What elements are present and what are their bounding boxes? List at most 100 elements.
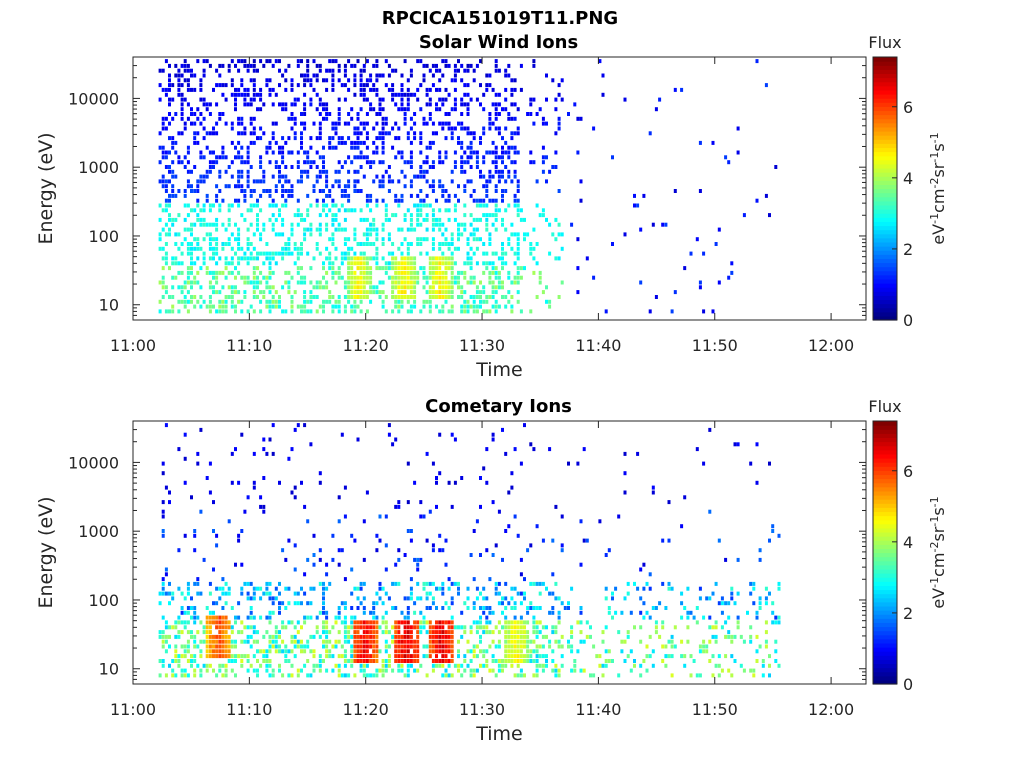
spectrogram-cell (397, 649, 401, 654)
spectrogram-cell (510, 160, 514, 165)
spectrogram-cell (513, 615, 517, 620)
spectrogram-cell (626, 581, 630, 586)
spectrogram-cell (444, 299, 448, 304)
spectrogram-cell (230, 295, 234, 299)
spectrogram-cell (190, 232, 193, 237)
colorbar-segment (873, 143, 897, 149)
spectrogram-cell (384, 514, 388, 519)
spectrogram-cell (168, 165, 171, 169)
spectrogram-cell (296, 673, 300, 678)
spectrogram-cell (240, 189, 244, 193)
spectrogram-cell (227, 217, 231, 222)
spectrogram-cell (601, 663, 605, 668)
spectrogram-cell (397, 504, 401, 509)
spectrogram-cell (664, 654, 668, 659)
spectrogram-cell (180, 591, 184, 596)
spectrogram-cell (394, 620, 398, 625)
spectrogram-cell (208, 208, 212, 213)
spectrogram-cell (570, 222, 574, 227)
spectrogram-cell (196, 299, 200, 304)
spectrogram-cell (516, 280, 520, 285)
spectrogram-cell (504, 107, 508, 112)
spectrogram-cell (447, 63, 451, 68)
spectrogram-cell (372, 290, 376, 295)
spectrogram-cell (510, 116, 514, 121)
spectrogram-cell (372, 285, 376, 290)
spectrogram-cell (246, 227, 250, 232)
spectrogram-cell (419, 237, 423, 242)
spectrogram-cell (466, 160, 470, 165)
spectrogram-cell (190, 73, 193, 78)
spectrogram-cell (249, 97, 253, 102)
spectrogram-cell (529, 543, 533, 548)
spectrogram-cell (394, 606, 398, 610)
spectrogram-cell (384, 620, 388, 625)
spectrogram-cell (208, 649, 212, 654)
spectrogram-cell (337, 295, 341, 299)
spectrogram-cell (331, 73, 335, 78)
spectrogram-cell (642, 615, 646, 620)
spectrogram-cell (212, 150, 215, 155)
spectrogram-cell (394, 155, 398, 160)
spectrogram-cell (482, 309, 486, 314)
spectrogram-cell (372, 649, 376, 654)
spectrogram-cell (413, 654, 417, 659)
spectrogram-cell (387, 423, 391, 428)
spectrogram-cell (642, 659, 646, 663)
spectrogram-cell (347, 112, 351, 116)
spectrogram-cell (551, 630, 555, 635)
spectrogram-cell (607, 659, 611, 663)
spectrogram-cell (186, 673, 190, 678)
spectrogram-cell (554, 237, 558, 242)
spectrogram-cell (331, 557, 335, 562)
spectrogram-cell (397, 299, 401, 304)
spectrogram-cell (406, 227, 410, 232)
spectrogram-cell (334, 203, 338, 208)
spectrogram-cell (359, 625, 363, 630)
spectrogram-cell (343, 208, 347, 213)
spectrogram-cell (183, 59, 187, 64)
spectrogram-cell (394, 256, 398, 261)
spectrogram-cell (651, 606, 655, 610)
spectrogram-cell (362, 644, 366, 649)
spectrogram-cell (497, 668, 501, 673)
spectrogram-cell (431, 246, 435, 251)
spectrogram-cell (479, 290, 482, 295)
spectrogram-cell (278, 68, 281, 73)
spectrogram-cell (491, 659, 495, 663)
spectrogram-cell (325, 78, 329, 83)
spectrogram-cell (212, 290, 215, 295)
spectrogram-cell (758, 644, 762, 649)
spectrogram-cell (243, 275, 247, 280)
spectrogram-cell (303, 78, 307, 83)
spectrogram-cell (507, 659, 511, 663)
spectrogram-cell (237, 246, 241, 251)
spectrogram-cell (497, 630, 501, 635)
spectrogram-cell (444, 673, 448, 678)
spectrogram-cell (359, 256, 363, 261)
spectrogram-cell (381, 140, 385, 145)
spectrogram-cell (513, 131, 517, 136)
spectrogram-cell (416, 630, 420, 635)
spectrogram-cell (325, 116, 329, 121)
colorbar-segment (873, 241, 897, 247)
spectrogram-cell (391, 295, 395, 299)
spectrogram-cell (513, 280, 517, 285)
spectrogram-cell (406, 630, 410, 635)
spectrogram-cell (205, 663, 209, 668)
spectrogram-cell (626, 591, 630, 596)
x-tick-label: 11:20 (343, 700, 389, 719)
spectrogram-cell (290, 116, 294, 121)
spectrogram-cell (774, 615, 778, 620)
spectrogram-cell (720, 668, 724, 673)
spectrogram-cell (479, 102, 482, 107)
spectrogram-cell (472, 227, 476, 232)
colorbar-tick-label: 4 (903, 169, 913, 188)
spectrogram-cell (774, 165, 778, 169)
spectrogram-cell (343, 615, 347, 620)
y-tick-label: 100 (88, 591, 119, 610)
spectrogram-cell (513, 198, 517, 203)
spectrogram-cell (554, 630, 558, 635)
spectrogram-cell (447, 290, 451, 295)
spectrogram-cell (557, 189, 561, 193)
